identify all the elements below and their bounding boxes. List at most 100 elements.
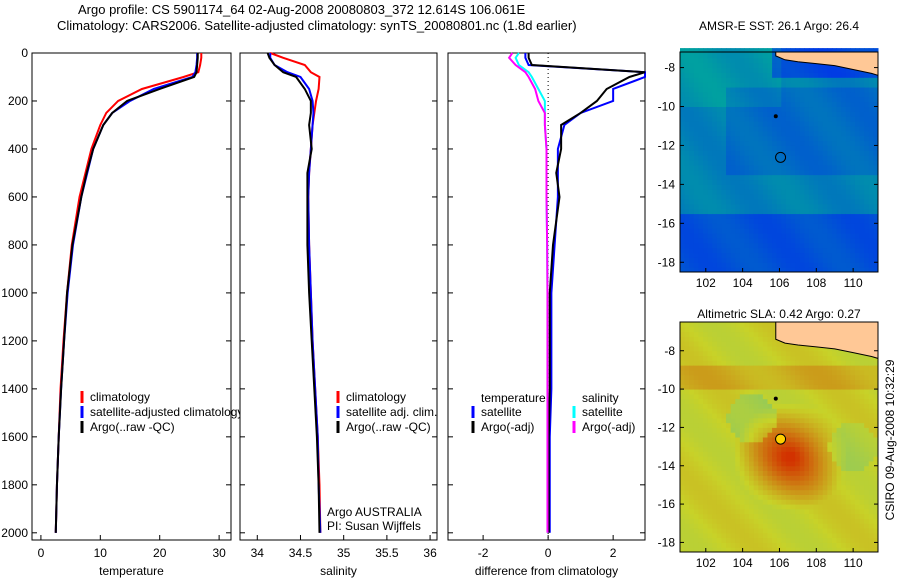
sst_map-cell bbox=[689, 194, 695, 200]
sla_map-cell bbox=[680, 542, 686, 548]
sst_map-cell bbox=[836, 237, 842, 244]
sst_map-cell bbox=[684, 169, 690, 176]
sst_map-cell bbox=[762, 174, 768, 181]
sst_map-cell bbox=[836, 233, 842, 239]
sla_map-cell bbox=[762, 489, 768, 495]
sla_map-cell bbox=[703, 417, 709, 424]
sst_map-cell bbox=[808, 247, 815, 254]
sst_map-cell bbox=[804, 203, 810, 210]
sst_map-cell bbox=[845, 174, 851, 181]
sla_map-cell bbox=[772, 456, 778, 462]
sla_map-cell bbox=[767, 336, 773, 342]
sla_map-cell bbox=[868, 484, 874, 491]
sla_map-cell bbox=[836, 417, 842, 424]
sst_map-cell bbox=[730, 203, 736, 210]
sst_map-cell bbox=[864, 242, 870, 249]
sst_map-cell bbox=[726, 150, 732, 156]
sla_map-cell bbox=[693, 523, 699, 529]
sst_map-cell bbox=[735, 135, 741, 142]
sst_map-cell bbox=[790, 48, 796, 54]
sst_map-cell bbox=[689, 111, 695, 117]
sst_map-cell bbox=[739, 135, 745, 142]
sla_map-cell bbox=[693, 355, 699, 361]
sst_map-cell bbox=[716, 82, 722, 88]
sla_map-cell bbox=[684, 365, 690, 371]
sla_map-lon-label: 102 bbox=[696, 556, 716, 570]
sst_map-cell bbox=[762, 62, 768, 69]
sla_map-cell bbox=[698, 355, 704, 361]
sla_map-cell bbox=[854, 384, 861, 390]
sla_map-cell bbox=[739, 537, 745, 543]
sla_map-cell bbox=[850, 513, 856, 519]
sla_map-cell bbox=[799, 532, 805, 539]
sst_map-cell bbox=[776, 48, 782, 54]
sst_map-cell bbox=[781, 237, 787, 244]
sla_map-cell bbox=[726, 465, 732, 472]
sla_map-cell bbox=[693, 446, 699, 452]
sla_map-cell bbox=[749, 326, 755, 333]
sst_map-cell bbox=[689, 184, 695, 190]
sst_map-cell bbox=[808, 164, 815, 171]
sla_map-cell bbox=[716, 494, 722, 500]
sst_map-cell bbox=[726, 130, 732, 137]
sla_map-cell bbox=[703, 494, 709, 500]
sla_map-cell bbox=[712, 331, 718, 337]
sla_map-cell bbox=[739, 374, 745, 380]
sla_map-cell bbox=[804, 542, 810, 548]
sla_map-cell bbox=[703, 345, 709, 352]
sst_map-cell bbox=[831, 179, 838, 185]
sla_map-lon-label: 106 bbox=[769, 556, 789, 570]
sla_map-cell bbox=[790, 437, 796, 443]
sla_map-cell bbox=[845, 542, 851, 548]
sla_map-cell bbox=[739, 365, 745, 371]
sst_map-cell bbox=[753, 145, 759, 151]
sla_map-cell bbox=[818, 345, 824, 352]
sst_map-cell bbox=[730, 121, 736, 127]
sst_map-cell bbox=[703, 184, 709, 190]
sst_map-cell bbox=[781, 72, 787, 78]
sla_map-cell bbox=[813, 470, 819, 476]
sst_map-cell bbox=[698, 57, 704, 64]
sla_map-cell bbox=[795, 537, 801, 543]
sla_map-cell bbox=[684, 489, 690, 495]
sla_map-cell bbox=[776, 480, 782, 486]
sst_map-cell bbox=[868, 203, 874, 210]
sla_map-cell bbox=[744, 393, 750, 400]
sst_map-cell bbox=[684, 87, 690, 93]
sst_map-cell bbox=[776, 87, 782, 93]
sst_map-cell bbox=[790, 189, 796, 195]
sla_map-cell bbox=[744, 532, 750, 539]
sla_map-cell bbox=[739, 350, 745, 357]
sst_map-cell bbox=[831, 101, 838, 108]
sla_map-cell bbox=[808, 518, 815, 524]
sst_map-cell bbox=[813, 111, 819, 117]
sla_map-cell bbox=[767, 413, 773, 419]
sst_map-cell bbox=[689, 82, 695, 88]
sla_map-cell bbox=[726, 389, 732, 395]
sla_map-cell bbox=[841, 532, 847, 539]
sla_map-cell bbox=[680, 460, 686, 467]
sst_map-cell bbox=[868, 91, 874, 98]
sla_map-cell bbox=[790, 369, 796, 376]
sst_map-cell bbox=[707, 145, 713, 151]
sla_map-lon-label: 104 bbox=[733, 556, 753, 570]
sla_map-cell bbox=[716, 537, 722, 543]
sst_map-cell bbox=[716, 140, 722, 146]
sst_map-cell bbox=[841, 130, 847, 137]
sla_map-cell bbox=[689, 413, 695, 419]
sla_map-cell bbox=[693, 437, 699, 443]
sla_map-cell bbox=[753, 384, 759, 390]
sst_map-cell bbox=[735, 57, 741, 64]
sst_map-cell bbox=[845, 203, 851, 210]
sla_map-cell bbox=[808, 460, 815, 467]
sst_map-cell bbox=[749, 267, 755, 273]
sst_map-cell bbox=[762, 87, 768, 93]
sla_map-cell bbox=[813, 417, 819, 424]
sla_map-cell bbox=[712, 422, 718, 428]
sst_map-cell bbox=[795, 164, 801, 171]
sst_map-cell bbox=[684, 194, 690, 200]
sla_map-cell bbox=[726, 508, 732, 515]
sst_map-cell bbox=[808, 77, 815, 83]
sla_map-cell bbox=[716, 475, 722, 481]
sla_map-cell bbox=[693, 422, 699, 428]
